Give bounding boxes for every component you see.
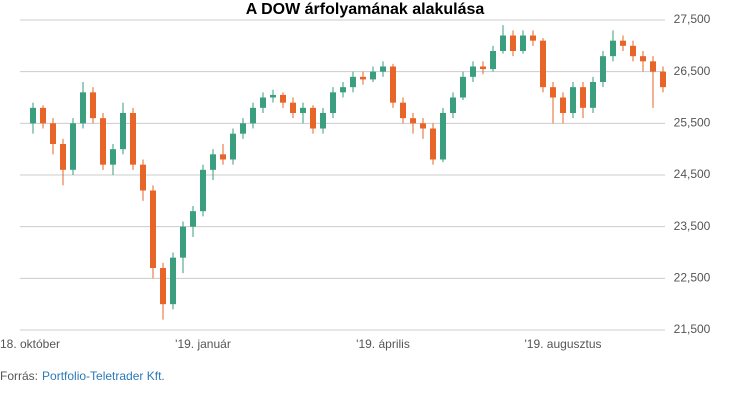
candle-body <box>40 107 46 124</box>
candle-body <box>480 66 486 70</box>
candle-body <box>500 35 506 51</box>
candle-body <box>50 123 56 144</box>
candle-body <box>430 128 436 160</box>
candle-body <box>340 87 346 93</box>
candle-body <box>510 35 516 51</box>
candle-body <box>370 71 376 80</box>
y-tick-label: 22,500 <box>674 271 711 285</box>
x-tick-label: '19. április <box>356 337 410 351</box>
candle-body <box>250 107 256 124</box>
candle-body <box>420 123 426 129</box>
source-line: Forrás: Portfolio-Teletrader Kft. <box>0 369 165 383</box>
candle-body <box>30 107 36 124</box>
x-tick-label: '19. augusztus <box>524 337 601 351</box>
candle-body <box>330 92 336 113</box>
candle-body <box>190 211 196 227</box>
candle-body <box>580 87 586 108</box>
candle-body <box>490 51 496 70</box>
source-link[interactable]: Portfolio-Teletrader Kft. <box>42 369 165 383</box>
candle-body <box>220 154 226 160</box>
candle-body <box>120 113 126 150</box>
candle-body <box>560 97 566 113</box>
candle-body <box>200 169 206 212</box>
candle-body <box>170 257 176 305</box>
candle-body <box>130 113 136 165</box>
y-tick-label: 26,500 <box>674 64 711 78</box>
candle-body <box>440 113 446 160</box>
candle-body <box>140 164 146 191</box>
candle-body <box>540 40 546 88</box>
candle-body <box>460 76 466 98</box>
candle-body <box>150 190 156 268</box>
candle-body <box>310 107 316 129</box>
candle-body <box>650 61 656 72</box>
candle-body <box>180 226 186 258</box>
candle-body <box>400 102 406 119</box>
candle-body <box>240 123 246 134</box>
candle-body <box>550 87 556 98</box>
candle-body <box>640 56 646 62</box>
candle-body <box>320 113 326 129</box>
candle-body <box>70 123 76 170</box>
candle-body <box>410 118 416 124</box>
candle-body <box>260 97 266 108</box>
candle-body <box>570 87 576 113</box>
candle-body <box>470 66 476 77</box>
candle-body <box>450 97 456 113</box>
candle-body <box>300 107 306 113</box>
candle-body <box>100 118 106 165</box>
source-label: Forrás: <box>0 369 38 383</box>
candle-body <box>530 35 536 41</box>
candle-body <box>520 35 526 51</box>
candle-body <box>280 94 286 103</box>
candle-body <box>590 82 596 108</box>
x-tick-label: 18. október <box>0 337 60 351</box>
y-tick-label: 21,500 <box>674 322 711 336</box>
x-tick-label: '19. január <box>175 337 231 351</box>
y-tick-label: 25,500 <box>674 116 711 130</box>
y-tick-label: 27,500 <box>674 12 711 26</box>
y-tick-label: 24,500 <box>674 167 711 181</box>
chart-title: A DOW árfolyamának alakulása <box>246 1 485 18</box>
candle-body <box>620 40 626 46</box>
candle-body <box>160 268 166 305</box>
candle-body <box>270 94 276 98</box>
candle-body <box>380 66 386 72</box>
candle-body <box>90 92 96 119</box>
candle-body <box>600 56 606 82</box>
candle-body <box>230 133 236 160</box>
candle-body <box>110 149 116 165</box>
candle-body <box>350 76 356 88</box>
candle-body <box>390 66 396 103</box>
candle-body <box>80 92 86 124</box>
y-tick-label: 23,500 <box>674 219 711 233</box>
candle-body <box>660 71 666 88</box>
candle-body <box>60 144 66 170</box>
candle-body <box>290 102 296 113</box>
candle-body <box>610 40 616 57</box>
candle-body <box>630 45 636 57</box>
candle-body <box>210 154 216 170</box>
candle-body <box>360 76 366 80</box>
